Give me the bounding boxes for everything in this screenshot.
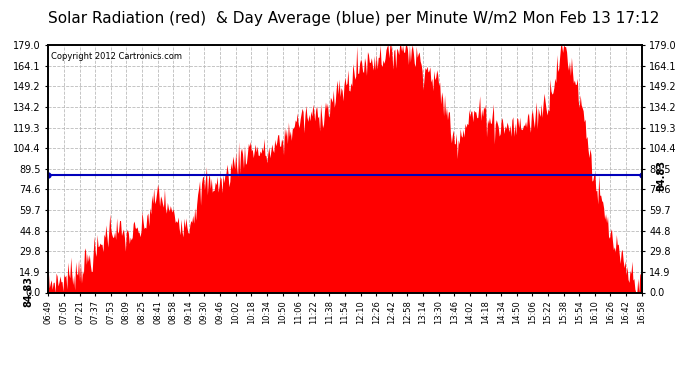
Text: 84.83: 84.83 (23, 276, 33, 308)
Text: Solar Radiation (red)  & Day Average (blue) per Minute W/m2 Mon Feb 13 17:12: Solar Radiation (red) & Day Average (blu… (48, 11, 660, 26)
Text: Copyright 2012 Cartronics.com: Copyright 2012 Cartronics.com (51, 53, 182, 62)
Text: 84.83: 84.83 (657, 160, 667, 191)
